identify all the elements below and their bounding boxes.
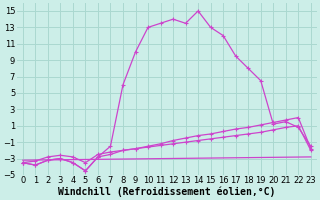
X-axis label: Windchill (Refroidissement éolien,°C): Windchill (Refroidissement éolien,°C)	[58, 187, 276, 197]
